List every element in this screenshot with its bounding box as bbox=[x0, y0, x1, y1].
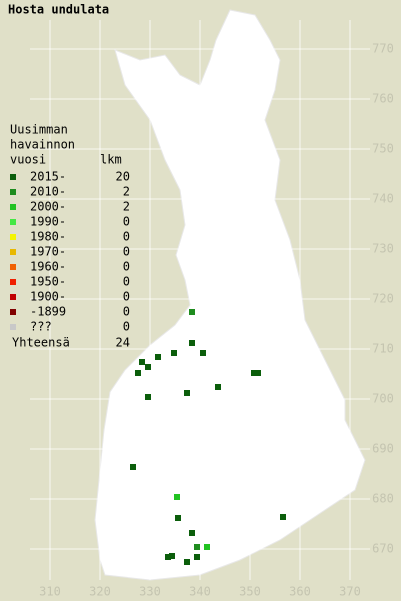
y-tick-label: 710 bbox=[372, 342, 394, 356]
legend-count-heading: lkm bbox=[100, 153, 122, 167]
observation bbox=[255, 370, 261, 376]
observation bbox=[145, 364, 151, 370]
legend-swatch bbox=[10, 174, 16, 180]
observation bbox=[194, 554, 200, 560]
y-tick-label: 730 bbox=[372, 242, 394, 256]
observation bbox=[189, 340, 195, 346]
legend-count: 2 bbox=[123, 200, 130, 214]
legend-swatch bbox=[10, 234, 16, 240]
legend-swatch bbox=[10, 309, 16, 315]
legend-count: 0 bbox=[123, 245, 130, 259]
observation bbox=[145, 394, 151, 400]
observation bbox=[169, 553, 175, 559]
y-tick-label: 670 bbox=[372, 542, 394, 556]
x-tick-label: 340 bbox=[189, 585, 211, 599]
observation bbox=[189, 530, 195, 536]
legend-count: 0 bbox=[123, 230, 130, 244]
observation bbox=[204, 544, 210, 550]
legend-count: 0 bbox=[123, 320, 130, 334]
title: Hosta undulata bbox=[8, 3, 109, 17]
observation bbox=[184, 559, 190, 565]
legend-label: 1900- bbox=[30, 290, 66, 304]
legend-heading: vuosi bbox=[10, 153, 46, 167]
observation bbox=[155, 354, 161, 360]
x-tick-label: 310 bbox=[39, 585, 61, 599]
legend-label: 1990- bbox=[30, 215, 66, 229]
legend-total-label: Yhteensä bbox=[12, 336, 70, 350]
observation bbox=[189, 309, 195, 315]
x-tick-label: 330 bbox=[139, 585, 161, 599]
x-tick-label: 320 bbox=[89, 585, 111, 599]
legend-swatch bbox=[10, 249, 16, 255]
observation bbox=[165, 554, 171, 560]
legend-label: 1950- bbox=[30, 275, 66, 289]
legend-count: 0 bbox=[123, 275, 130, 289]
legend-count: 0 bbox=[123, 260, 130, 274]
legend-count: 0 bbox=[123, 305, 130, 319]
y-tick-label: 700 bbox=[372, 392, 394, 406]
y-tick-label: 680 bbox=[372, 492, 394, 506]
observation bbox=[135, 370, 141, 376]
x-tick-label: 360 bbox=[289, 585, 311, 599]
observation bbox=[200, 350, 206, 356]
observation bbox=[139, 359, 145, 365]
observation bbox=[194, 544, 200, 550]
legend-label: -1899 bbox=[30, 305, 66, 319]
legend-heading: havainnon bbox=[10, 138, 75, 152]
observation bbox=[130, 464, 136, 470]
y-tick-label: 750 bbox=[372, 142, 394, 156]
observation bbox=[251, 370, 257, 376]
y-tick-label: 740 bbox=[372, 192, 394, 206]
legend-swatch bbox=[10, 294, 16, 300]
legend-swatch bbox=[10, 279, 16, 285]
legend-swatch bbox=[10, 264, 16, 270]
legend-label: ??? bbox=[30, 320, 52, 334]
y-tick-label: 690 bbox=[372, 442, 394, 456]
observation bbox=[175, 515, 181, 521]
legend-label: 2015- bbox=[30, 170, 66, 184]
legend-label: 2010- bbox=[30, 185, 66, 199]
legend-count: 0 bbox=[123, 290, 130, 304]
y-tick-label: 720 bbox=[372, 292, 394, 306]
observation bbox=[215, 384, 221, 390]
legend-swatch bbox=[10, 324, 16, 330]
y-tick-label: 760 bbox=[372, 92, 394, 106]
legend-count: 2 bbox=[123, 185, 130, 199]
legend-count: 20 bbox=[116, 170, 130, 184]
legend-label: 2000- bbox=[30, 200, 66, 214]
legend-swatch bbox=[10, 189, 16, 195]
legend-heading: Uusimman bbox=[10, 123, 68, 137]
observation bbox=[280, 514, 286, 520]
finland-outline bbox=[94, 9, 366, 581]
legend-total: 24 bbox=[116, 336, 130, 350]
observation bbox=[174, 494, 180, 500]
y-tick-label: 770 bbox=[372, 42, 394, 56]
x-tick-label: 350 bbox=[239, 585, 261, 599]
legend-label: 1980- bbox=[30, 230, 66, 244]
observation bbox=[171, 350, 177, 356]
legend-label: 1970- bbox=[30, 245, 66, 259]
legend-swatch bbox=[10, 219, 16, 225]
legend-swatch bbox=[10, 204, 16, 210]
legend-count: 0 bbox=[123, 215, 130, 229]
legend-label: 1960- bbox=[30, 260, 66, 274]
x-tick-label: 370 bbox=[339, 585, 361, 599]
observation bbox=[184, 390, 190, 396]
